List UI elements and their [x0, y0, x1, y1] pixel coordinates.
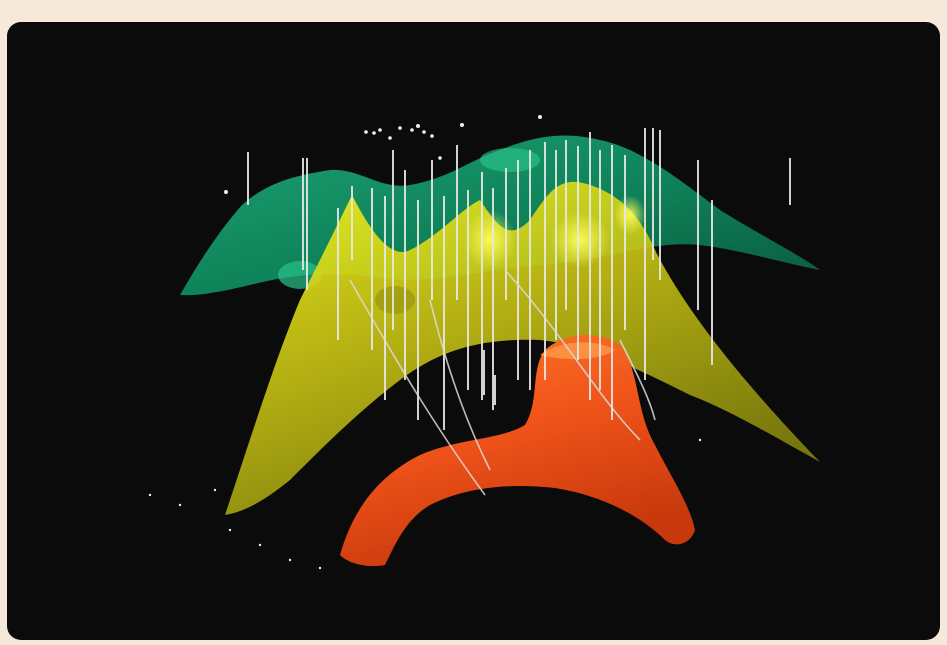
deviated-holes — [349, 269, 656, 496]
yellow-bulge — [464, 210, 516, 270]
yellow-hollow — [375, 286, 415, 314]
yellow-surface — [225, 181, 820, 515]
yellow-bulge — [614, 195, 646, 235]
drill-holes — [247, 128, 791, 430]
sample-points — [148, 115, 702, 570]
orange-surface — [340, 334, 695, 567]
green-bulge — [480, 148, 540, 172]
